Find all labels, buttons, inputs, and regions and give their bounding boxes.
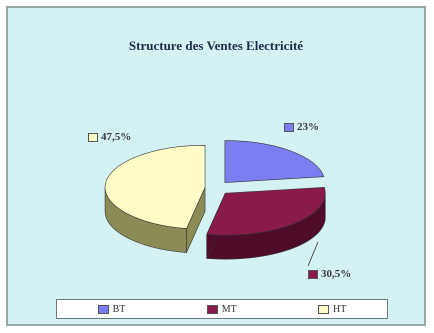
slice-label-bt-text: 23% bbox=[297, 121, 319, 133]
legend-label-bt: BT bbox=[112, 303, 126, 315]
slice-label-mt: 30,5% bbox=[308, 268, 351, 280]
slice-label-ht: 47,5% bbox=[88, 131, 131, 143]
legend-swatch-ht bbox=[317, 304, 329, 314]
legend-swatch-mt bbox=[206, 304, 218, 314]
legend-item-ht: HT bbox=[317, 303, 347, 315]
chart-title: Structure des Ventes Electricité bbox=[128, 38, 304, 53]
legend: BT MT HT bbox=[56, 299, 388, 319]
pie-slice-bt bbox=[224, 140, 325, 183]
slice-label-ht-text: 47,5% bbox=[101, 131, 132, 143]
legend-label-ht: HT bbox=[332, 303, 347, 315]
slice-label-mt-swatch bbox=[308, 269, 318, 279]
slice-label-bt-swatch bbox=[284, 122, 294, 132]
legend-item-mt: MT bbox=[206, 303, 237, 315]
legend-label-mt: MT bbox=[221, 303, 237, 315]
slice-label-ht-swatch bbox=[88, 132, 98, 142]
chart-frame: Structure des Ventes Electricité 23% 30,… bbox=[6, 6, 426, 326]
pie-slice-ht bbox=[104, 145, 206, 229]
pie-slice-mt bbox=[206, 187, 326, 236]
slice-label-bt: 23% bbox=[284, 121, 319, 133]
legend-item-bt: BT bbox=[97, 303, 126, 315]
legend-swatch-bt bbox=[97, 304, 109, 314]
slice-label-mt-text: 30,5% bbox=[321, 268, 352, 280]
leader-line-mt bbox=[307, 241, 319, 267]
